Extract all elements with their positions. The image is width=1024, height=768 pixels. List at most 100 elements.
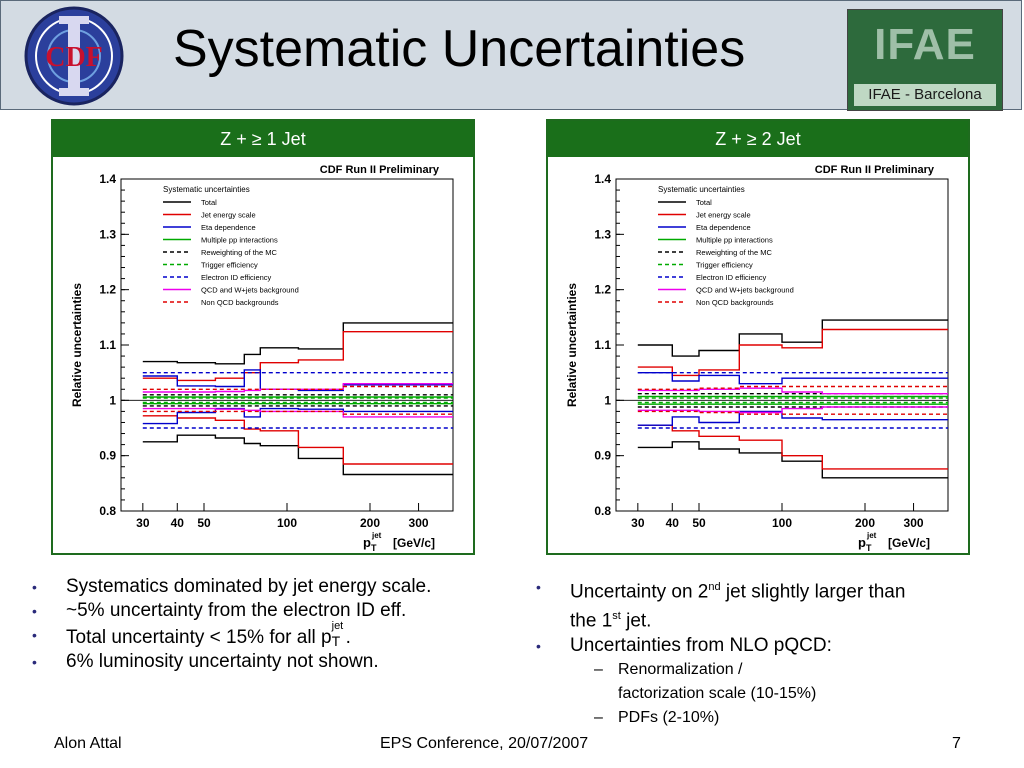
ifae-logo: IFAE IFAE - Barcelona bbox=[847, 9, 1003, 111]
x-tick-label: 200 bbox=[855, 516, 875, 530]
bullet-text: ~5% uncertainty from the electron ID eff… bbox=[66, 600, 407, 621]
x-tick-label: 200 bbox=[360, 516, 380, 530]
y-tick-label: 1.2 bbox=[99, 283, 116, 297]
series-line-up bbox=[637, 387, 948, 395]
bullet-icon: • bbox=[32, 627, 37, 643]
x-tick-label: 30 bbox=[631, 516, 645, 530]
series-line-up bbox=[637, 385, 948, 390]
legend-entry: Non QCD backgrounds bbox=[201, 298, 279, 307]
legend-entry: Multiple pp interactions bbox=[201, 236, 278, 245]
y-tick-label: 1.1 bbox=[594, 338, 611, 352]
bullet-text: the 1 bbox=[570, 610, 613, 632]
superscript: st bbox=[612, 610, 621, 623]
cdf-logo: CDF bbox=[24, 6, 124, 106]
bullet-text: Total uncertainty < 15% for all p bbox=[66, 627, 332, 648]
x-axis-unit: [GeV/c] bbox=[888, 536, 930, 550]
x-tick-label: 40 bbox=[171, 516, 185, 530]
bullet-icon: • bbox=[536, 637, 541, 654]
bullet-item: • Total uncertainty < 15% for all p jet T. bbox=[30, 620, 530, 650]
legend-entry: Reweighting of the MC bbox=[696, 248, 772, 257]
bullet-text: 6% luminosity uncertainty not shown. bbox=[66, 651, 379, 672]
y-tick-label: 0.9 bbox=[99, 449, 116, 463]
series-line-down bbox=[142, 407, 453, 425]
slide-header: CDF Systematic Uncertainties IFAE IFAE -… bbox=[0, 0, 1022, 111]
bullet-item: • 6% luminosity uncertainty not shown. bbox=[30, 650, 530, 674]
bullet-text: jet slightly larger than bbox=[720, 581, 906, 603]
series-line-down bbox=[142, 415, 453, 465]
sub-bullet-item: – PDFs (2-10%) bbox=[534, 706, 1014, 730]
legend-entry: Electron ID efficiency bbox=[696, 273, 767, 282]
bullet-item: • Systematics dominated by jet energy sca… bbox=[30, 575, 530, 599]
series-line-up bbox=[142, 385, 453, 390]
legend-entry: Total bbox=[201, 198, 217, 207]
legend-entry: Trigger efficiency bbox=[201, 261, 258, 270]
legend-entry: Electron ID efficiency bbox=[201, 273, 272, 282]
chart-2jet: CDF Run II Preliminary 0.8 0.9 1 1.1 1.2 1.3 1.… bbox=[565, 164, 949, 553]
legend-entry: QCD and W+jets background bbox=[201, 286, 299, 295]
y-tick-label: 1.2 bbox=[594, 283, 611, 297]
right-bullet-list: • Uncertainty on 2nd jet slightly larger … bbox=[534, 575, 1014, 730]
legend-entry: Jet energy scale bbox=[696, 211, 751, 220]
footer-conference: EPS Conference, 20/07/2007 bbox=[380, 735, 589, 752]
legend-entry: QCD and W+jets background bbox=[696, 286, 794, 295]
x-tick-label: 100 bbox=[772, 516, 792, 530]
y-tick-label: 1 bbox=[604, 393, 611, 407]
x-axis-label: p bbox=[858, 535, 866, 550]
superscript: nd bbox=[708, 581, 721, 593]
x-tick-label: 300 bbox=[904, 516, 924, 530]
y-tick-label: 1.1 bbox=[99, 338, 116, 352]
sub-bullet-item: – Renormalization / factorization scale (1… bbox=[534, 658, 1014, 706]
y-tick-label: 0.8 bbox=[99, 504, 116, 518]
x-tick-label: 50 bbox=[197, 516, 211, 530]
y-tick-label: 1 bbox=[109, 393, 116, 407]
legend-entry: Eta dependence bbox=[201, 223, 256, 232]
bullet-icon: • bbox=[32, 579, 37, 595]
y-tick-label: 1.4 bbox=[594, 172, 611, 186]
x-axis-label-superscript: jet bbox=[371, 531, 382, 540]
footer-page-number: 7 bbox=[952, 735, 961, 752]
legend-entry: Multiple pp interactions bbox=[696, 236, 773, 245]
legend-entry: Total bbox=[696, 198, 712, 207]
y-axis-label: Relative uncertainties bbox=[70, 283, 84, 407]
y-axis-label: Relative uncertainties bbox=[565, 283, 579, 407]
x-axis-unit: [GeV/c] bbox=[393, 536, 435, 550]
legend-header: Systematic uncertainties bbox=[163, 185, 250, 194]
x-tick-label: 100 bbox=[277, 516, 297, 530]
svg-text:CDF: CDF bbox=[45, 42, 103, 73]
chart-panel-2jet: Z + ≥ 2 Jet CDF Run II Preliminary 0.8 0.9… bbox=[546, 119, 970, 555]
chart-panel-1jet: Z + ≥ 1 Jet CDF Run II Preliminary 0.8 0.9… bbox=[51, 119, 475, 555]
dash-icon: – bbox=[594, 708, 603, 726]
y-tick-label: 0.9 bbox=[594, 449, 611, 463]
bullet-icon: • bbox=[32, 654, 37, 670]
series-line-up bbox=[142, 369, 453, 392]
ifae-logo-text: IFAE bbox=[874, 20, 976, 69]
sub-bullet-text: Renormalization / bbox=[618, 660, 743, 678]
series-line-up bbox=[637, 319, 948, 357]
legend-entry: Eta dependence bbox=[696, 223, 751, 232]
bullet-item: • ~5% uncertainty from the electron ID ef… bbox=[30, 599, 530, 623]
x-tick-label: 30 bbox=[136, 516, 150, 530]
x-tick-label: 300 bbox=[409, 516, 429, 530]
footer-author: Alon Attal bbox=[54, 735, 122, 752]
series-line-up bbox=[637, 328, 948, 377]
legend-entry: Jet energy scale bbox=[201, 211, 256, 220]
chart-title: CDF Run II Preliminary bbox=[320, 164, 440, 176]
bullet-icon: • bbox=[32, 603, 37, 619]
series-line-up bbox=[142, 383, 453, 393]
bullet-text: Systematics dominated by jet energy scal… bbox=[66, 576, 432, 597]
pt-superscript: jet bbox=[331, 620, 344, 632]
legend-entry: Reweighting of the MC bbox=[201, 248, 277, 257]
period: . bbox=[345, 627, 351, 648]
sub-bullet-text: factorization scale (10-15%) bbox=[618, 684, 817, 702]
x-tick-label: 40 bbox=[666, 516, 680, 530]
left-bullet-list: • Systematics dominated by jet energy sca… bbox=[30, 575, 530, 674]
x-axis-label: p bbox=[363, 535, 371, 550]
x-axis-label-superscript: jet bbox=[866, 531, 877, 540]
bullet-item: • Uncertainty on 2nd jet slightly larger … bbox=[534, 575, 1014, 634]
y-tick-label: 0.8 bbox=[594, 504, 611, 518]
series-line-up bbox=[142, 331, 453, 382]
bullet-text: Uncertainties from NLO pQCD: bbox=[570, 634, 832, 656]
series-line-up bbox=[142, 322, 453, 365]
bullet-icon: • bbox=[536, 579, 541, 595]
series-line-down bbox=[142, 434, 453, 476]
